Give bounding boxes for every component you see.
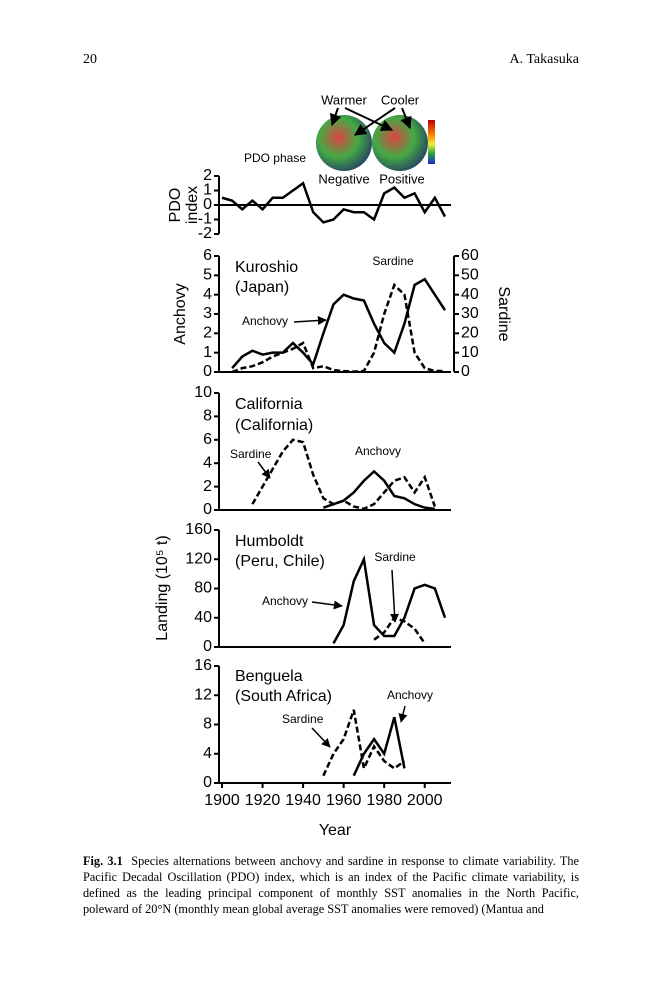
series-line xyxy=(221,181,447,224)
y-tick-label: 2 xyxy=(203,167,212,184)
x-tick-label: 1960 xyxy=(326,792,362,809)
caption-label: Fig. 3.1 xyxy=(83,854,123,868)
annotation: (South Africa) xyxy=(235,688,332,705)
y-tick-label: 0 xyxy=(203,196,212,213)
annotation: (Peru, Chile) xyxy=(235,553,325,570)
series-line xyxy=(352,716,406,777)
annotation: Humboldt xyxy=(235,533,304,550)
y2-tick-label: 60 xyxy=(461,247,479,264)
annotation: Sardine xyxy=(282,712,324,726)
y-tick-label: 0 xyxy=(203,501,212,518)
annotation: Sardine xyxy=(230,447,272,461)
annotation: Anchovy xyxy=(355,444,401,458)
annotation: Anchovy xyxy=(387,688,433,702)
y-tick-label: 5 xyxy=(203,267,212,284)
x-tick-label: 1900 xyxy=(204,792,240,809)
annotation: Benguela xyxy=(235,668,303,685)
y-tick-label: 4 xyxy=(203,286,212,303)
x-tick-label: 2000 xyxy=(407,792,443,809)
annotation: Anchovy xyxy=(242,314,288,328)
x-tick-label: 1980 xyxy=(366,792,402,809)
y-tick-label: 3 xyxy=(203,305,212,322)
y-axis-label: Landing (10⁵ t) xyxy=(154,535,171,640)
y-tick-label: -2 xyxy=(198,225,212,242)
y-tick-label: 1 xyxy=(203,182,212,199)
x-tick-label: 1920 xyxy=(245,792,281,809)
x-axis-label: Year xyxy=(319,822,352,839)
y2-tick-label: 30 xyxy=(461,305,479,322)
page-number: 20 xyxy=(83,52,97,67)
y-tick-label: 10 xyxy=(194,384,212,401)
y-axis-label: Anchovy xyxy=(172,283,189,344)
series-line xyxy=(322,469,436,511)
y-tick-label: 40 xyxy=(194,609,212,626)
annotation: Cooler xyxy=(381,92,420,107)
y-tick-label: 120 xyxy=(185,550,212,567)
y-tick-label: 16 xyxy=(194,657,212,674)
color-bar xyxy=(428,120,435,164)
annotation: (Japan) xyxy=(235,279,289,296)
running-head: A. Takasuka xyxy=(509,52,579,67)
globe-negative xyxy=(316,115,372,171)
y2-axis-label: Sardine xyxy=(495,286,512,341)
annotation: Anchovy xyxy=(262,594,308,608)
y-tick-label: 0 xyxy=(203,774,212,791)
figure-caption: Fig. 3.1 Species alternations between an… xyxy=(83,853,579,917)
y2-tick-label: 0 xyxy=(461,363,470,380)
y-tick-label: 2 xyxy=(203,325,212,342)
y-tick-label: 6 xyxy=(203,431,212,448)
annotation-arrow xyxy=(293,316,327,325)
arrow xyxy=(400,107,412,130)
annotation-arrow xyxy=(398,705,408,723)
y-tick-label: 4 xyxy=(203,454,212,471)
y-tick-label: -1 xyxy=(198,211,212,228)
y-tick-label: 8 xyxy=(203,716,212,733)
y-axis-label: PDO xyxy=(167,188,184,223)
annotation: Warmer xyxy=(321,92,367,107)
annotation: California xyxy=(235,396,303,413)
globe-positive xyxy=(372,115,428,171)
caption-text: Species alternations between anchovy and… xyxy=(83,854,579,916)
series-line xyxy=(231,277,447,369)
annotation-arrow xyxy=(311,600,343,610)
annotation: (California) xyxy=(235,417,313,434)
annotation: Positive xyxy=(379,171,425,186)
y-tick-label: 4 xyxy=(203,745,212,762)
series-line xyxy=(332,554,447,644)
y2-tick-label: 40 xyxy=(461,286,479,303)
arrow xyxy=(344,107,394,131)
y-tick-label: 0 xyxy=(203,638,212,655)
annotation-arrow xyxy=(311,727,331,748)
series-line xyxy=(251,438,437,511)
y-tick-label: 12 xyxy=(194,686,212,703)
y-tick-label: 1 xyxy=(203,344,212,361)
y-tick-label: 6 xyxy=(203,247,212,264)
annotation: Negative xyxy=(318,171,369,186)
x-tick-label: 1940 xyxy=(285,792,321,809)
series-line xyxy=(322,709,406,777)
annotation: PDO phase xyxy=(244,151,306,165)
y-tick-label: 2 xyxy=(203,478,212,495)
y2-tick-label: 20 xyxy=(461,325,479,342)
arrow xyxy=(354,107,396,136)
y-tick-label: 8 xyxy=(203,408,212,425)
y-tick-label: 0 xyxy=(203,363,212,380)
series-line xyxy=(231,282,445,374)
y2-tick-label: 50 xyxy=(461,267,479,284)
y-tick-label: 80 xyxy=(194,580,212,597)
y-tick-label: 160 xyxy=(185,521,212,538)
y-axis-label: index xyxy=(184,186,201,224)
annotation: Sardine xyxy=(374,550,416,564)
annotation: Sardine xyxy=(372,254,414,268)
annotation-arrow xyxy=(390,569,400,623)
y2-tick-label: 10 xyxy=(461,344,479,361)
arrow xyxy=(329,107,342,127)
series-line xyxy=(373,616,426,645)
annotation: Kuroshio xyxy=(235,259,298,276)
